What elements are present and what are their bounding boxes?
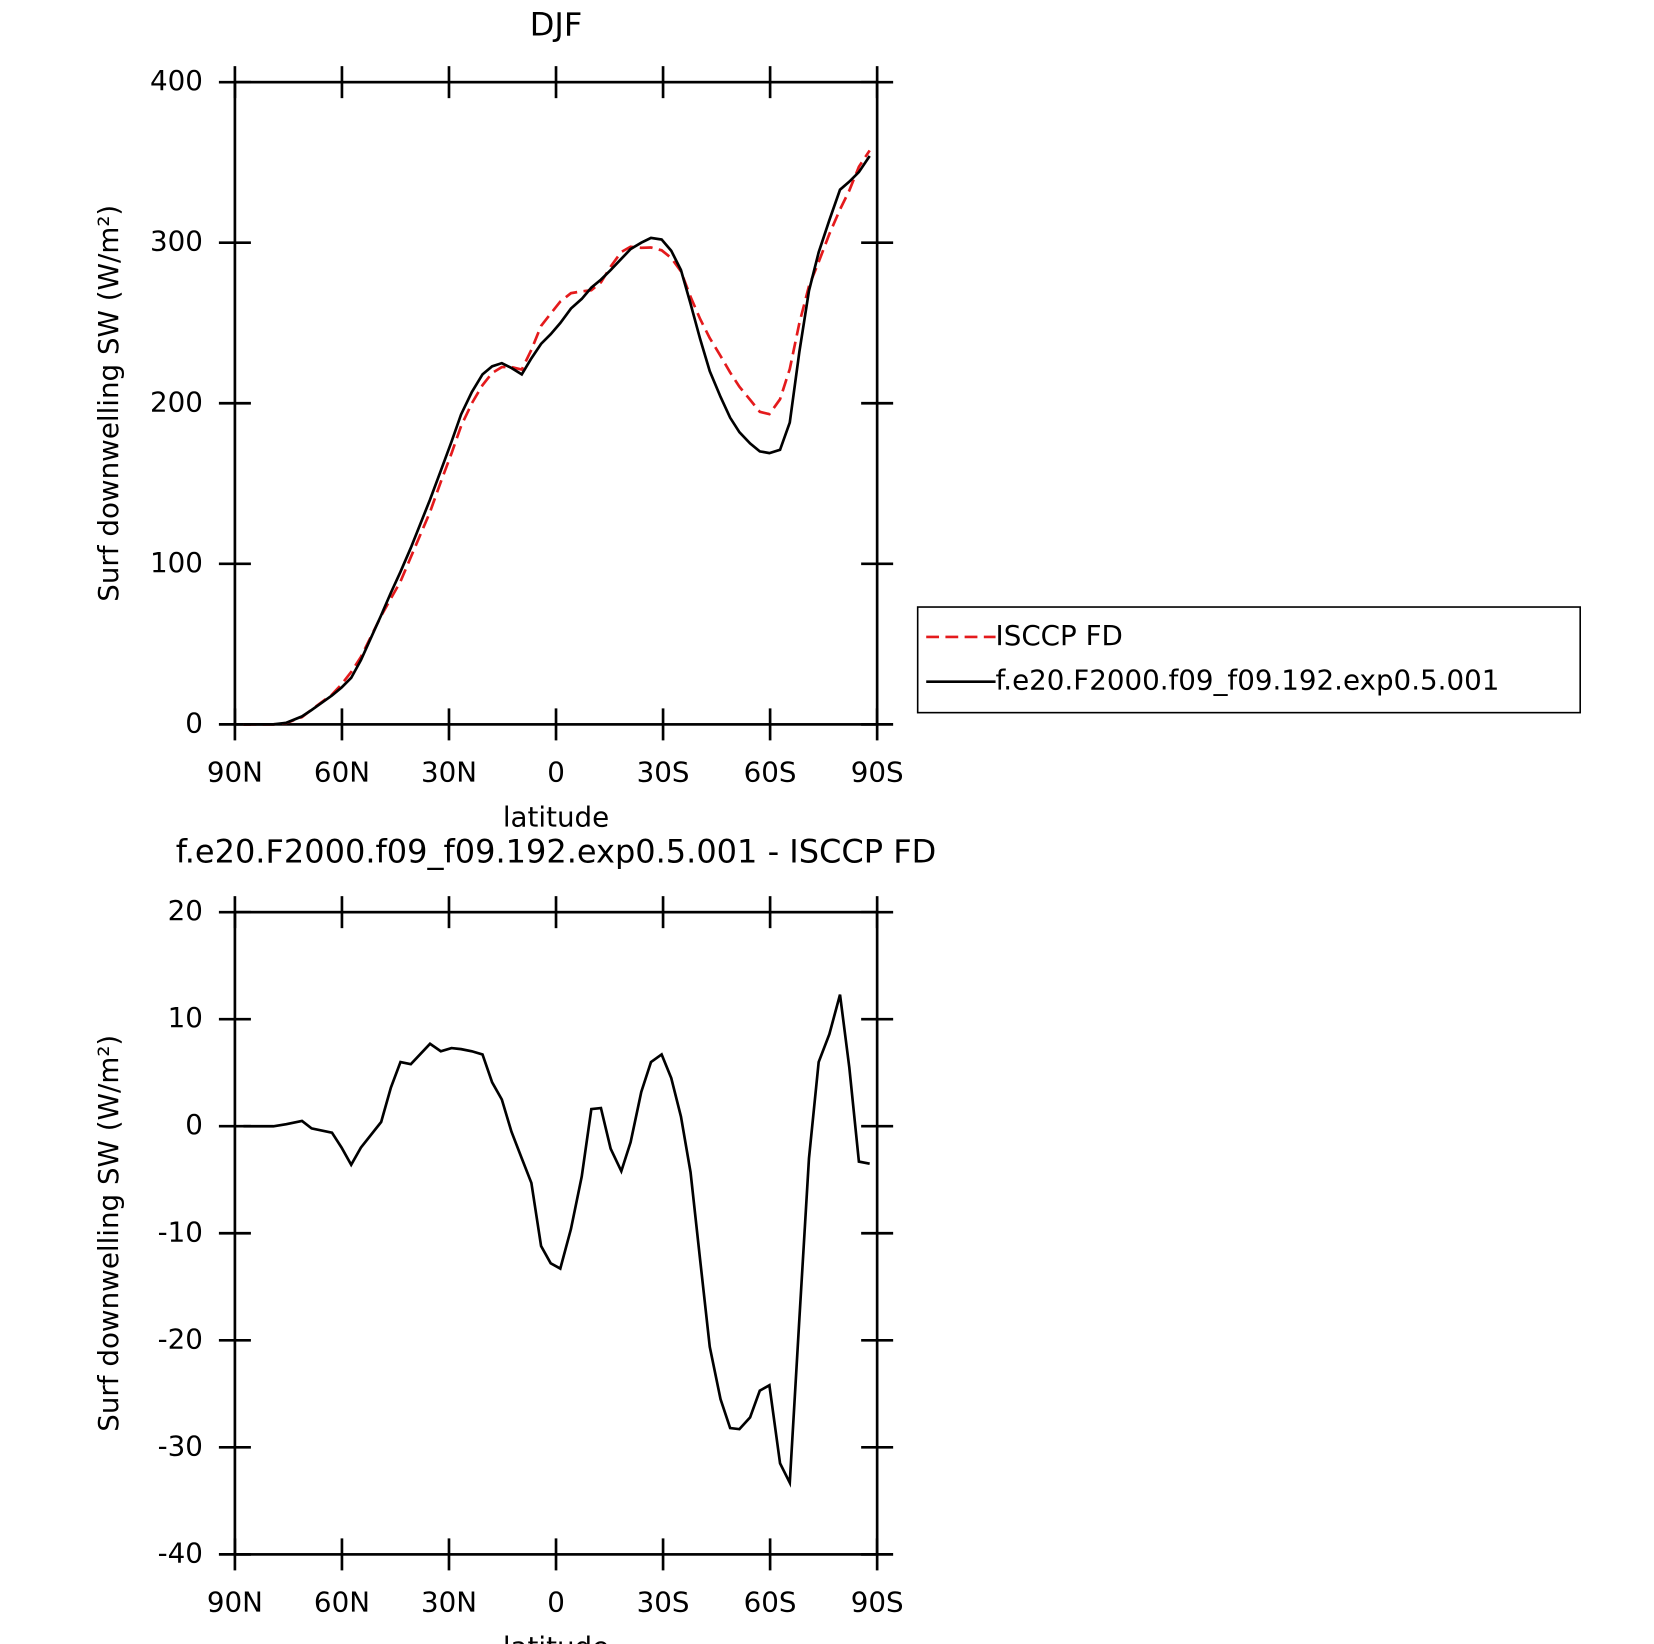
x-tick-label: 90S [851, 755, 904, 788]
data-line [243, 149, 871, 726]
legend-label: ISCCP FD [996, 619, 1123, 652]
y-tick-label: 300 [150, 225, 203, 258]
chart-title: DJF [530, 6, 582, 44]
y-axis-label: Surf downwelling SW (W/m²) [92, 205, 125, 602]
y-tick-label: 0 [185, 1108, 203, 1141]
legend-label: f.e20.F2000.f09_f09.192.exp0.5.001 [996, 664, 1500, 697]
y-tick-label: -30 [158, 1429, 203, 1462]
x-tick-label: 60N [314, 755, 370, 788]
x-tick-label: 0 [547, 1585, 565, 1618]
x-tick-label: 60S [744, 755, 797, 788]
x-axis-label: latitude [503, 800, 609, 833]
x-tick-label: 90N [207, 1585, 263, 1618]
x-tick-label: 30S [637, 755, 690, 788]
y-tick-label: 10 [168, 1001, 203, 1034]
y-tick-label: 20 [168, 894, 203, 927]
x-tick-label: 60N [314, 1585, 370, 1618]
y-tick-label: 100 [150, 546, 203, 579]
data-line [243, 155, 871, 726]
x-tick-label: 30S [637, 1585, 690, 1618]
y-tick-label: -40 [158, 1536, 203, 1569]
y-tick-label: 200 [150, 385, 203, 418]
x-tick-label: 60S [744, 1585, 797, 1618]
x-axis-label: latitude [503, 1630, 609, 1644]
plot-frame [233, 80, 879, 726]
y-tick-label: -20 [158, 1322, 203, 1355]
x-tick-label: 0 [547, 755, 565, 788]
plot-frame [233, 910, 879, 1556]
chart-title: f.e20.F2000.f09_f09.192.exp0.5.001 - ISC… [176, 832, 936, 870]
y-tick-label: 0 [185, 706, 203, 739]
x-tick-label: 30N [421, 755, 477, 788]
y-tick-label: -10 [158, 1215, 203, 1248]
x-tick-label: 90N [207, 755, 263, 788]
y-tick-label: 400 [150, 64, 203, 97]
legend-box [916, 606, 1581, 714]
y-axis-label: Surf downwelling SW (W/m²) [92, 1035, 125, 1432]
x-tick-label: 90S [851, 1585, 904, 1618]
data-line [243, 994, 870, 1488]
x-tick-label: 30N [421, 1585, 477, 1618]
